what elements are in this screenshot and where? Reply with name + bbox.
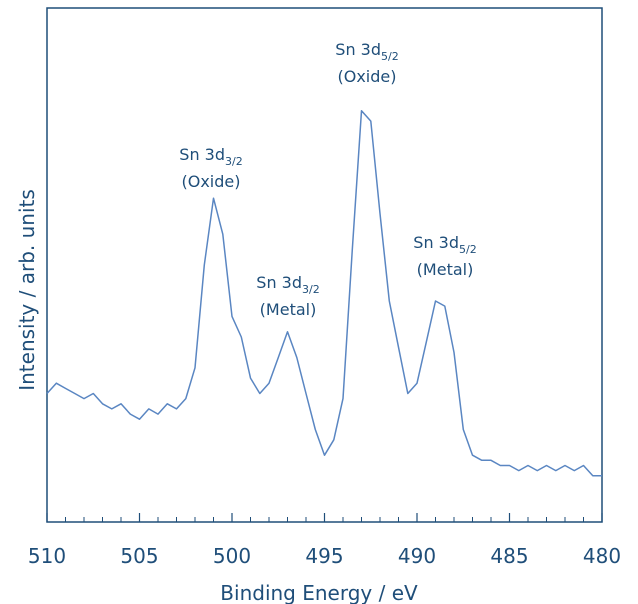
annotation: Sn 3d5/2	[335, 40, 398, 63]
annotation-subscript: 5/2	[381, 50, 399, 63]
annotation: Sn 3d3/2	[179, 145, 242, 168]
y-axis-label: Intensity / arb. units	[15, 189, 39, 391]
annotation-line2: (Metal)	[260, 300, 317, 319]
annotation-subscript: 5/2	[459, 243, 477, 256]
x-axis-label: Binding Energy / eV	[220, 581, 418, 604]
annotation-text: Sn 3d	[413, 233, 459, 252]
x-tick-label: 480	[583, 544, 621, 568]
annotation-text: Sn 3d	[256, 273, 302, 292]
x-tick-label: 485	[490, 544, 528, 568]
annotation-line2: (Metal)	[417, 260, 474, 279]
annotation-text: Sn 3d	[335, 40, 381, 59]
annotation-text: Sn 3d	[179, 145, 225, 164]
x-tick-label: 490	[398, 544, 436, 568]
annotation: Sn 3d3/2	[256, 273, 319, 296]
annotation: Sn 3d5/2	[413, 233, 476, 256]
annotation-subscript: 3/2	[302, 283, 320, 296]
plot-frame	[46, 7, 603, 523]
x-tick-label: 510	[28, 544, 66, 568]
annotation-subscript: 3/2	[225, 155, 243, 168]
annotation-line2: (Oxide)	[182, 172, 241, 191]
spectrum-line	[46, 110, 602, 477]
x-tick-label: 500	[213, 544, 251, 568]
x-tick-label: 495	[305, 544, 343, 568]
x-tick-label: 505	[120, 544, 158, 568]
annotation-line2: (Oxide)	[338, 67, 397, 86]
